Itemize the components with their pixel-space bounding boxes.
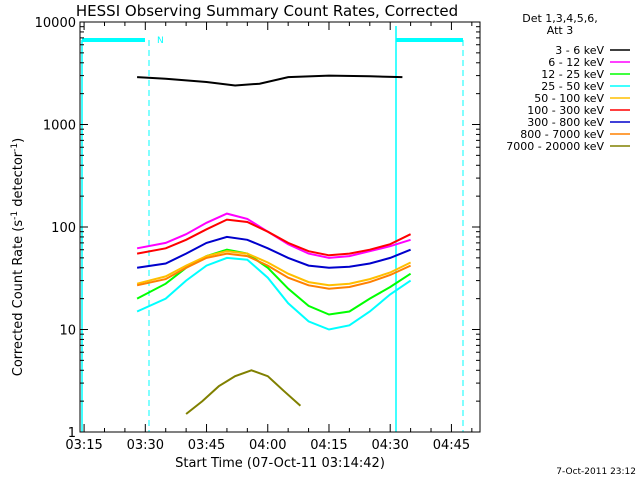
x-tick-label: 03:15 (65, 438, 102, 453)
y-tick-label: 10000 (35, 16, 76, 31)
y-axis-label-mid: detector (11, 151, 26, 211)
legend-entry: 800 - 7000 keV (520, 128, 604, 141)
legend-entry: 25 - 50 keV (541, 80, 604, 93)
series-line-5 (136, 218, 412, 257)
series-line-4 (136, 250, 412, 287)
x-tick-label: 04:45 (433, 438, 470, 453)
y-axis-label-end: ) (11, 138, 26, 143)
y-tick-label: 1000 (43, 119, 76, 134)
y-axis-label-main: Corrected Count Rate (s (11, 220, 26, 377)
chart-title: HESSI Observing Summary Count Rates, Cor… (76, 2, 458, 20)
x-axis-label: Start Time (07-Oct-11 03:14:42) (175, 456, 385, 471)
plot-timestamp: 7-Oct-2011 23:12 (556, 467, 636, 477)
x-tick-label: 04:15 (310, 438, 347, 453)
x-tick-label: 04:00 (249, 438, 286, 453)
legend-entry: 50 - 100 keV (534, 92, 604, 105)
y-tick-label: 10 (59, 324, 76, 339)
legend-entry: 3 - 6 keV (555, 44, 604, 57)
series-line-8 (185, 369, 302, 415)
x-tick-label: 04:30 (371, 438, 408, 453)
legend-entry: 7000 - 20000 keV (506, 140, 604, 153)
legend-header: Att 3 (547, 24, 573, 37)
series-line-6 (136, 235, 411, 269)
flag-label: N (157, 36, 164, 46)
legend-entry: 300 - 800 keV (527, 116, 604, 129)
y-axis-label-sup: -1 (10, 211, 20, 220)
y-axis-label: Corrected Count Rate (s-1 detector-1) (10, 138, 26, 376)
x-tick-label: 03:45 (188, 438, 225, 453)
y-tick-label: 1 (68, 426, 76, 441)
x-tick-label: 03:30 (127, 438, 164, 453)
y-tick-label: 100 (51, 221, 76, 236)
axes: 03:15 03:30 03:45 04:00 04:15 04:30 04:45 1 10 10… (35, 16, 481, 453)
series-line-7 (136, 252, 412, 290)
series-line-0 (137, 74, 403, 87)
legend-entry: 100 - 300 keV (527, 104, 604, 117)
legend-entry: 12 - 25 keV (541, 68, 604, 81)
y-axis-label-sup2: -1 (10, 143, 20, 152)
series-group (136, 74, 412, 415)
legend-header: Det 1,3,4,5,6, (522, 12, 598, 25)
legend-entry: 6 - 12 keV (548, 56, 604, 69)
series-line-3 (136, 256, 412, 331)
observation-flags: N (81, 26, 464, 432)
